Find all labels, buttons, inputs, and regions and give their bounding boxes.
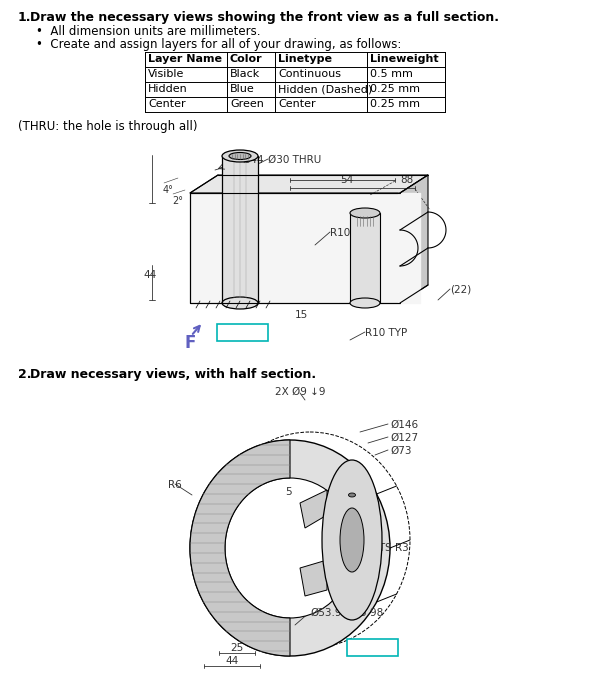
Text: 0.25 mm: 0.25 mm — [370, 84, 420, 94]
Text: Layer Name: Layer Name — [148, 54, 222, 64]
Ellipse shape — [349, 493, 356, 497]
Text: Ø73: Ø73 — [390, 446, 411, 456]
Text: 15: 15 — [295, 310, 308, 320]
FancyBboxPatch shape — [216, 323, 268, 340]
Ellipse shape — [190, 440, 390, 656]
Text: Hidden (Dashed): Hidden (Dashed) — [278, 84, 372, 94]
Text: Ø146: Ø146 — [390, 420, 418, 430]
Text: R10: R10 — [330, 228, 350, 238]
Text: Continuous: Continuous — [278, 69, 341, 79]
Text: METRIC: METRIC — [222, 327, 261, 337]
Text: R10 TYP: R10 TYP — [365, 328, 407, 338]
Text: Black: Black — [230, 69, 260, 79]
Text: FILLETS R3: FILLETS R3 — [352, 543, 409, 553]
Ellipse shape — [229, 153, 251, 160]
Text: 2°: 2° — [172, 196, 183, 206]
Text: F: F — [185, 334, 197, 352]
Ellipse shape — [340, 508, 364, 572]
Text: 0.5 mm: 0.5 mm — [370, 69, 413, 79]
Text: Draw necessary views, with half section.: Draw necessary views, with half section. — [30, 368, 316, 381]
Text: •  Create and assign layers for all of your drawing, as follows:: • Create and assign layers for all of yo… — [36, 38, 402, 51]
Text: Ø127: Ø127 — [390, 433, 418, 443]
Text: Ø30 THRU: Ø30 THRU — [268, 155, 321, 165]
Text: 25: 25 — [230, 643, 244, 653]
Text: Hidden: Hidden — [148, 84, 188, 94]
Text: 1.: 1. — [18, 11, 31, 24]
Polygon shape — [400, 175, 428, 303]
Text: Center: Center — [278, 99, 315, 109]
Text: Lineweight: Lineweight — [370, 54, 438, 64]
Polygon shape — [222, 156, 258, 303]
Ellipse shape — [350, 208, 380, 218]
Text: 44: 44 — [143, 270, 156, 280]
Text: •  All dimension units are millimeters.: • All dimension units are millimeters. — [36, 25, 260, 38]
Text: 0.25 mm: 0.25 mm — [370, 99, 420, 109]
Ellipse shape — [222, 297, 258, 309]
Text: 2.: 2. — [18, 368, 31, 381]
Polygon shape — [300, 560, 327, 596]
Text: Blue: Blue — [230, 84, 254, 94]
Text: 88: 88 — [400, 175, 413, 185]
Polygon shape — [190, 193, 400, 303]
Text: (22): (22) — [450, 285, 472, 295]
Text: Ø44: Ø44 — [242, 155, 264, 165]
Text: R6: R6 — [168, 480, 182, 490]
Text: (THRU: the hole is through all): (THRU: the hole is through all) — [18, 120, 198, 133]
Text: Linetype: Linetype — [278, 54, 332, 64]
Text: Center: Center — [148, 99, 186, 109]
Polygon shape — [300, 490, 327, 528]
Text: 5: 5 — [285, 487, 292, 497]
Text: 4°: 4° — [163, 185, 174, 195]
Text: Color: Color — [230, 54, 263, 64]
Ellipse shape — [222, 150, 258, 162]
Ellipse shape — [350, 298, 380, 308]
Text: 54: 54 — [340, 175, 353, 185]
Text: Draw the necessary views showing the front view as a full section.: Draw the necessary views showing the fro… — [30, 11, 499, 24]
Text: METRIC: METRIC — [352, 642, 391, 652]
Text: 2X Ø9 ↓9: 2X Ø9 ↓9 — [275, 387, 326, 397]
FancyBboxPatch shape — [347, 638, 397, 655]
Ellipse shape — [225, 478, 355, 618]
Text: 44: 44 — [226, 656, 239, 666]
Polygon shape — [190, 175, 428, 193]
Text: Green: Green — [230, 99, 264, 109]
Text: Visible: Visible — [148, 69, 185, 79]
Polygon shape — [350, 213, 380, 303]
Ellipse shape — [322, 460, 382, 620]
Text: Ø53.95–53.98: Ø53.95–53.98 — [310, 608, 384, 618]
Polygon shape — [190, 440, 290, 656]
